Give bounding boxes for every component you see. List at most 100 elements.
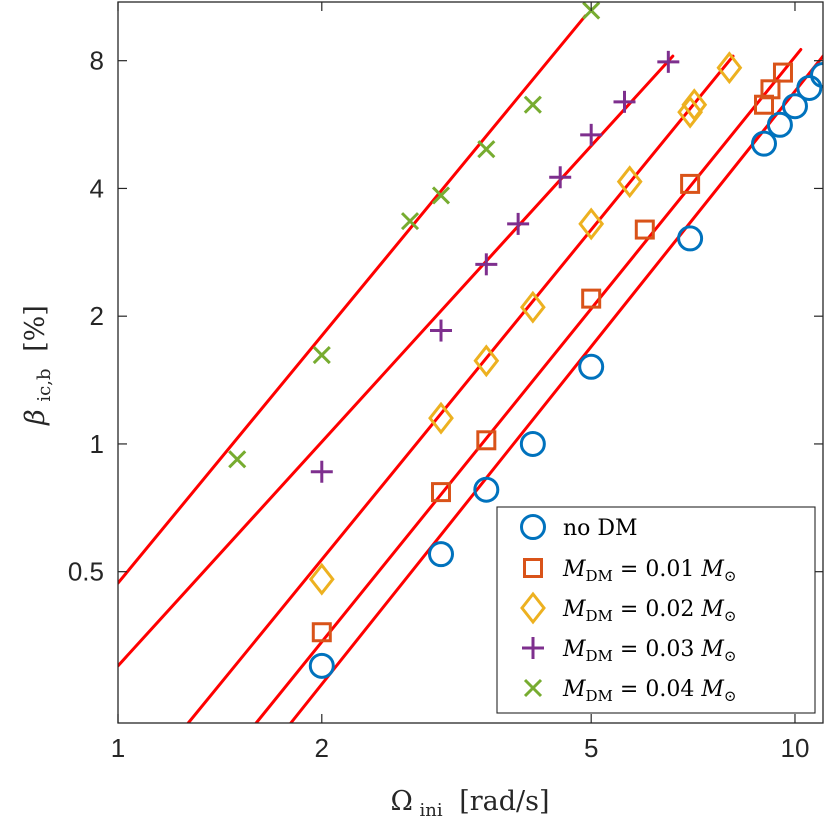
circle-marker-shape xyxy=(519,430,546,457)
data-point-series-4-0 xyxy=(228,450,247,469)
data-point-series-1-6 xyxy=(754,94,775,115)
legend-label-mdm-001-eq: = 0.01 xyxy=(613,557,701,582)
x-tick-label-0: 1 xyxy=(111,733,125,763)
legend-label-mdm-004-sub: DM xyxy=(586,687,613,705)
y-axis-title: β ic,b [%] xyxy=(20,305,57,426)
data-point-series-4-1 xyxy=(312,345,331,365)
data-point-series-2-0 xyxy=(308,562,335,596)
y-tick-label-1: 1 xyxy=(90,429,104,459)
y-tick-label-3: 4 xyxy=(90,173,104,203)
legend-label-mdm-003-m: M xyxy=(562,637,586,662)
data-point-series-0-5 xyxy=(677,225,704,252)
x-axis-title: Ω ini [rad/s] xyxy=(391,786,550,823)
data-point-series-3-6 xyxy=(613,90,636,113)
data-point-series-0-4 xyxy=(578,353,605,380)
diamond-marker-shape xyxy=(519,290,546,324)
diamond-marker-shape xyxy=(578,207,605,241)
data-point-series-0-3 xyxy=(519,430,546,457)
legend-label-mdm-004: MDM = 0.04 M⊙ xyxy=(562,677,736,705)
legend-box xyxy=(496,506,816,714)
legend-label-mdm-001-sun: ⊙ xyxy=(724,567,737,585)
x-marker-b xyxy=(431,186,451,205)
data-point-series-2-7 xyxy=(681,88,708,122)
data-point-series-2-1 xyxy=(428,401,454,435)
data-point-series-3-3 xyxy=(507,212,530,235)
x-tick-label-1: 2 xyxy=(315,733,329,763)
data-point-series-4-4 xyxy=(477,140,496,159)
data-point-series-3-5 xyxy=(580,123,603,146)
x-marker-b xyxy=(400,212,420,231)
fit-line-series-2 xyxy=(186,54,735,723)
circle-marker-shape xyxy=(520,514,546,540)
data-point-series-2-2 xyxy=(473,344,500,378)
legend-label-mdm-002-m: M xyxy=(562,597,586,622)
circle-marker-shape xyxy=(751,130,778,157)
fit-line-series-4 xyxy=(118,14,587,585)
data-point-series-1-4 xyxy=(634,219,655,240)
legend-entry-mdm-001: MDM = 0.01 M⊙ xyxy=(523,557,736,585)
legend-label-mdm-001-m: M xyxy=(562,557,586,582)
data-point-series-3-2 xyxy=(475,253,498,276)
y-tick-label-0: 0.5 xyxy=(68,557,104,587)
data-point-series-0-1 xyxy=(428,541,455,568)
x-axis-symbol: Ω xyxy=(391,786,413,817)
legend-marker-shape xyxy=(520,591,546,625)
square-marker-shape xyxy=(680,173,701,194)
x-axis-subscript: ini xyxy=(419,800,442,821)
data-point-series-4-2 xyxy=(400,212,420,231)
diamond-marker-shape xyxy=(520,591,546,625)
legend-label-mdm-002-sun: ⊙ xyxy=(724,607,737,625)
data-point-series-0-7 xyxy=(766,111,793,138)
legend-label-mdm-004-m: M xyxy=(562,677,586,702)
legend-marker-x xyxy=(523,678,543,698)
legend-marker-diamond xyxy=(520,591,546,625)
legend-label-mdm-002-msun: M xyxy=(700,597,724,622)
data-point-series-2-4 xyxy=(578,207,605,241)
legend-marker-circle xyxy=(520,514,546,540)
diamond-marker-shape xyxy=(308,562,335,596)
data-point-series-0-10 xyxy=(810,62,823,89)
legend-marker-square xyxy=(523,558,543,578)
data-markers xyxy=(228,2,823,679)
x-marker-b xyxy=(228,450,247,469)
fit-line-series-0 xyxy=(289,54,823,723)
diamond-marker-shape xyxy=(616,165,643,199)
circle-marker-shape xyxy=(677,225,704,252)
data-point-series-0-9 xyxy=(796,74,823,101)
legend-label-mdm-003-sun: ⊙ xyxy=(724,647,737,665)
data-point-series-0-6 xyxy=(751,130,778,157)
data-point-series-4-5 xyxy=(523,95,542,114)
square-marker-shape xyxy=(754,94,775,115)
legend-label-no-dm: no DM xyxy=(563,516,638,541)
data-point-series-2-5 xyxy=(616,165,643,199)
legend-label-mdm-002-sub: DM xyxy=(586,607,613,625)
legend-label-mdm-003-msun: M xyxy=(700,637,724,662)
circle-marker-shape xyxy=(473,476,500,503)
fit-line-series-1 xyxy=(254,48,803,723)
data-point-series-0-8 xyxy=(781,93,808,120)
circle-marker-shape xyxy=(810,62,823,89)
data-point-series-1-3 xyxy=(581,288,602,309)
y-axis-symbol: β xyxy=(20,409,51,426)
square-marker-shape xyxy=(772,62,793,83)
circle-marker-shape xyxy=(796,74,823,101)
y-axis-subscript: ic,b xyxy=(34,369,55,402)
data-point-series-4-3 xyxy=(431,186,451,205)
data-point-series-2-8 xyxy=(716,51,743,85)
legend-entry-no-dm: no DM xyxy=(520,514,638,541)
y-tick-label-4: 8 xyxy=(90,46,104,76)
circle-marker-shape xyxy=(578,353,605,380)
x-marker-b xyxy=(477,140,496,159)
data-point-series-1-8 xyxy=(772,62,793,83)
data-point-series-0-2 xyxy=(473,476,500,503)
diamond-marker-shape xyxy=(681,88,708,122)
legend-label-mdm-001: MDM = 0.01 M⊙ xyxy=(562,557,736,585)
legend-marker-shape xyxy=(522,637,544,659)
legend-label-mdm-002: MDM = 0.02 M⊙ xyxy=(562,597,736,625)
data-point-series-1-7 xyxy=(760,79,781,100)
legend: no DM MDM = 0.01 M⊙ MDM = 0.02 M⊙ MDM = … xyxy=(496,506,816,714)
legend-label-mdm-004-msun: M xyxy=(700,677,724,702)
plot-frame xyxy=(117,1,824,724)
legend-entry-mdm-002: MDM = 0.02 M⊙ xyxy=(520,591,736,625)
